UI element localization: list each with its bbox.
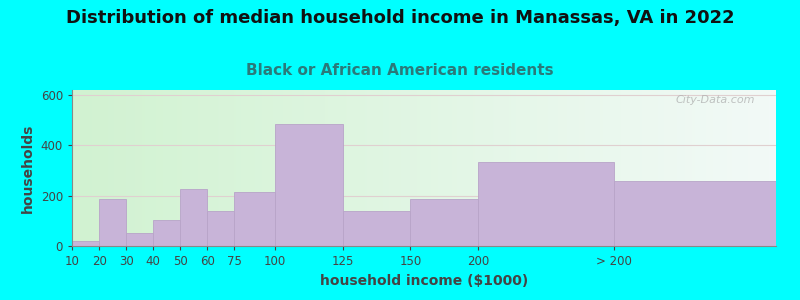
Text: City-Data.com: City-Data.com xyxy=(675,95,755,105)
Bar xyxy=(72,241,99,246)
X-axis label: household income ($1000): household income ($1000) xyxy=(320,274,528,288)
Bar xyxy=(207,211,234,246)
Bar xyxy=(154,220,180,246)
Text: Black or African American residents: Black or African American residents xyxy=(246,63,554,78)
Bar xyxy=(180,189,207,246)
Bar xyxy=(342,211,410,246)
Text: Distribution of median household income in Manassas, VA in 2022: Distribution of median household income … xyxy=(66,9,734,27)
Bar xyxy=(275,124,342,246)
Bar xyxy=(410,200,478,246)
Y-axis label: households: households xyxy=(21,123,35,213)
Bar xyxy=(234,192,275,246)
Bar xyxy=(126,233,154,246)
Bar xyxy=(478,162,614,246)
Bar xyxy=(614,181,776,246)
Bar xyxy=(99,200,126,246)
